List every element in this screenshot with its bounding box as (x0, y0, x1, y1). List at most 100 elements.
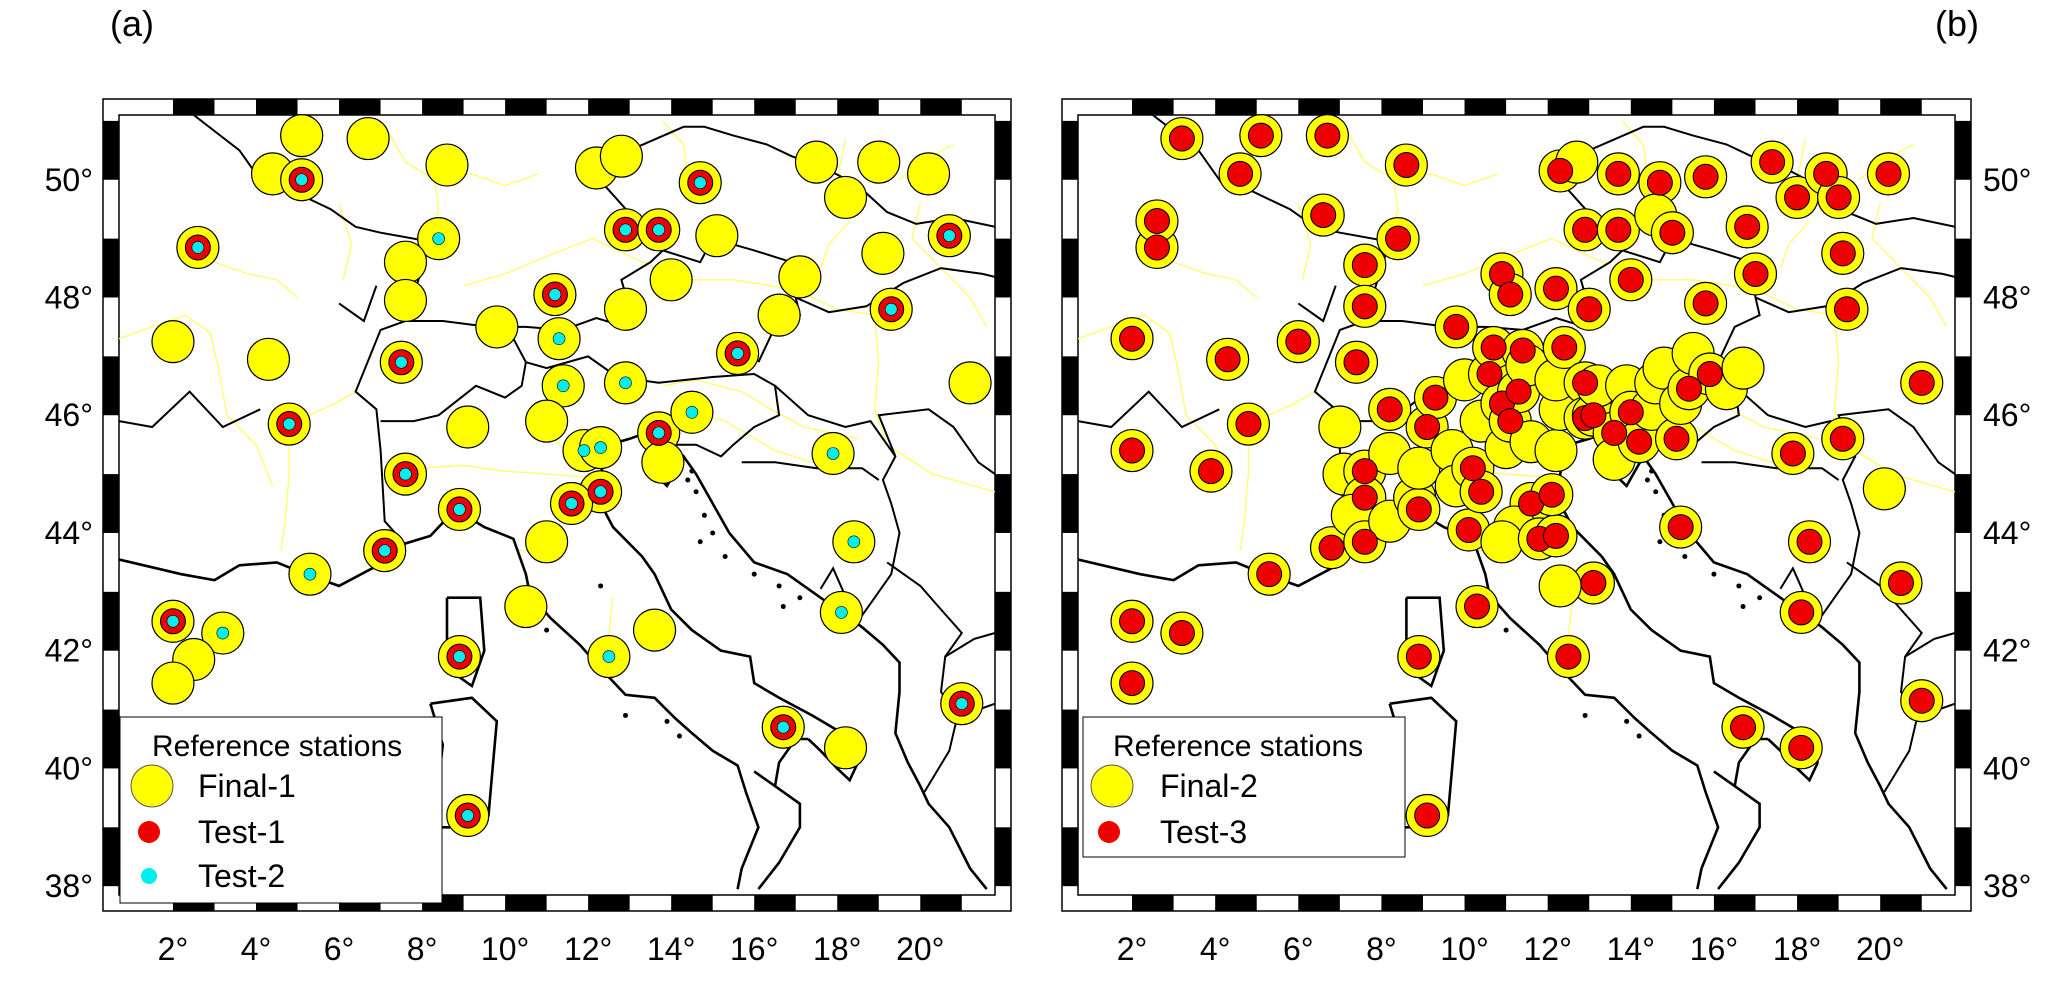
station-test-red (1464, 593, 1491, 620)
station-test-red (1414, 802, 1441, 829)
island (1649, 468, 1655, 474)
lon-tick-label: 16° (730, 931, 778, 967)
lat-tick-label: 48° (45, 279, 93, 315)
station-final (641, 440, 685, 484)
border-line (944, 632, 995, 658)
lon-tick-label: 16° (1690, 931, 1738, 967)
station-test-red (1227, 160, 1254, 187)
border-line (1078, 390, 1220, 429)
island (797, 595, 803, 601)
lat-tick-label: 46° (1983, 397, 2031, 433)
station-test-red (1601, 419, 1628, 446)
river-line (819, 220, 851, 269)
station-final (475, 305, 519, 349)
panel-b-label: (b) (1935, 3, 1979, 44)
station-test-red (1908, 369, 1935, 396)
island (697, 539, 703, 545)
station-test-red (1343, 349, 1370, 376)
frame-checker (995, 709, 1011, 769)
station-test-red (1696, 361, 1723, 388)
frame-checker (103, 356, 119, 416)
legend-final-label: Final-2 (1160, 768, 1258, 804)
island (1757, 595, 1763, 601)
lon-tick-label: 20° (896, 931, 944, 967)
island (722, 554, 728, 560)
frame-checker (837, 895, 879, 911)
island (544, 627, 550, 633)
station-test-red (1256, 561, 1283, 588)
river-line (1779, 220, 1810, 269)
station-test-cyan (602, 650, 616, 663)
frame-checker (103, 238, 119, 298)
station-test-red (1351, 252, 1378, 279)
coastline (753, 770, 802, 890)
station-test-red (1247, 122, 1274, 149)
panel-a-legend: Reference stations Final-1 Test-1 Test-2 (119, 716, 443, 904)
station-test-red (1285, 328, 1312, 355)
station-test-red (1551, 334, 1578, 361)
station-test-cyan (191, 241, 205, 254)
station-final (1480, 520, 1524, 564)
island (664, 718, 670, 724)
station-test-cyan (552, 332, 566, 345)
legend-test2-label: Test-2 (198, 858, 285, 894)
station-test-cyan (652, 426, 666, 440)
station-test-red (1605, 216, 1632, 243)
station-test-cyan (453, 503, 466, 516)
station-test-cyan (395, 355, 408, 369)
frame-checker (671, 895, 713, 911)
coastline (807, 738, 860, 783)
island (598, 583, 604, 589)
station-test-cyan (619, 376, 632, 390)
station-final (948, 361, 992, 405)
station-test-cyan (166, 614, 180, 628)
station-test-red (1385, 225, 1412, 252)
lat-tick-label: 44° (45, 515, 93, 551)
station-test-red (1542, 522, 1569, 549)
lon-tick-label: 10° (481, 931, 529, 967)
island (776, 583, 782, 589)
lon-tick-label: 20° (1856, 931, 1904, 967)
frame-checker (920, 99, 962, 115)
station-final (151, 320, 195, 364)
station-test-cyan (556, 379, 570, 393)
panel-b-stations (1110, 114, 1944, 838)
frame-checker (1797, 895, 1839, 911)
lon-tick-label: 6° (324, 931, 355, 967)
frame-checker (103, 474, 119, 533)
panel-b-frame (1061, 98, 1972, 912)
station-test-red (1779, 440, 1806, 467)
island (1582, 712, 1588, 718)
station-test-red (1119, 437, 1146, 464)
station-test-red (1547, 157, 1574, 184)
frame-checker (422, 99, 464, 115)
station-test-red (1833, 296, 1860, 323)
island (1653, 489, 1659, 495)
frame-checker (754, 895, 796, 911)
lat-tick-label: 48° (1983, 279, 2031, 315)
river-line (662, 120, 689, 174)
island (1682, 554, 1688, 560)
panel-a-lat-ticks: 38° 40° 42° 44° 46° 48° 50° (45, 162, 93, 904)
station-final (632, 608, 677, 652)
border-line (119, 390, 261, 429)
island (751, 571, 757, 577)
station-test-red (1476, 361, 1503, 388)
border-line (1734, 385, 1861, 616)
coastline (1733, 737, 1768, 787)
station-test-red (1468, 478, 1495, 505)
station-final (383, 278, 428, 323)
island (676, 733, 682, 739)
station-final (346, 116, 390, 161)
station-final (757, 293, 801, 337)
station-test-red (1143, 234, 1170, 261)
frame-checker (1955, 591, 1971, 651)
border-line (877, 408, 995, 475)
lon-tick-label: 4° (1200, 931, 1231, 967)
lat-tick-label: 40° (45, 750, 93, 786)
frame-checker (1880, 895, 1922, 911)
river-line (119, 314, 274, 487)
lat-tick-label: 46° (45, 397, 93, 433)
station-test-cyan (826, 447, 840, 460)
station-test-red (1796, 528, 1823, 555)
